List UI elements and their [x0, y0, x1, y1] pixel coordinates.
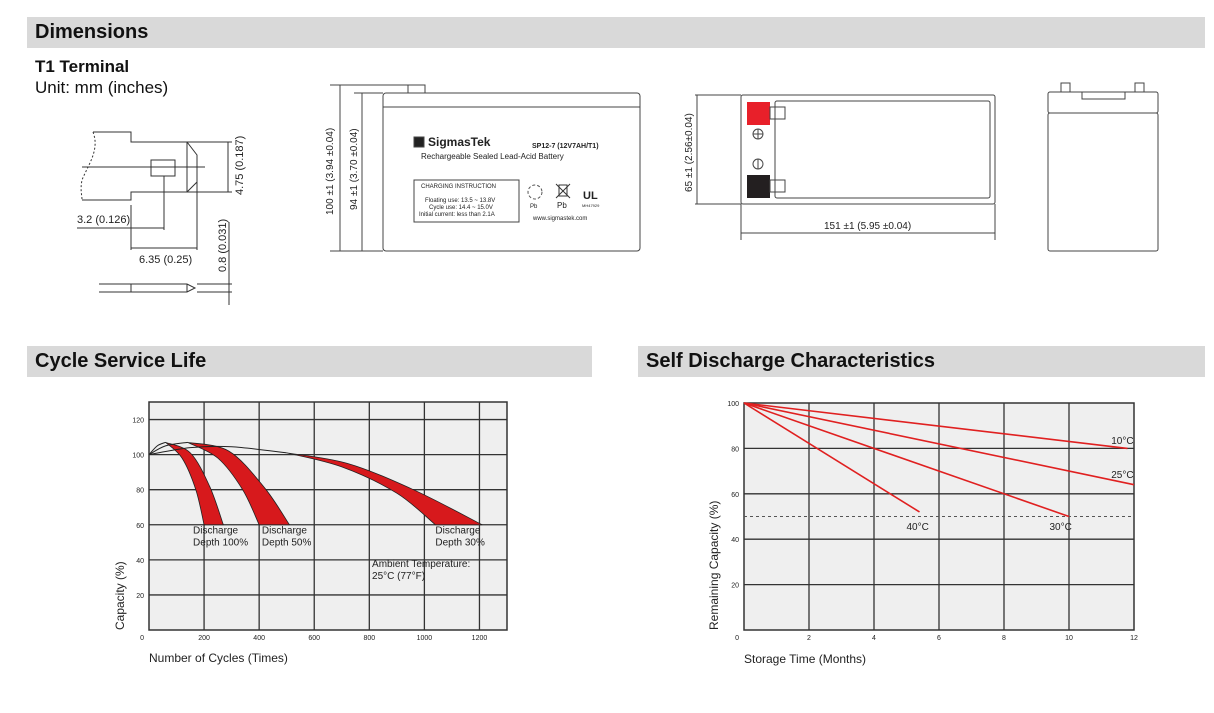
x-tick-label: 12: [1130, 635, 1138, 642]
ul-code: MH47929: [582, 203, 600, 208]
y-tick-label: 20: [136, 593, 144, 600]
x-tick-label: 600: [308, 635, 320, 642]
x-tick-label: 8: [1002, 635, 1006, 642]
x-tick-label: 200: [198, 635, 210, 642]
pb-label-1: Pb: [530, 204, 538, 210]
annotation: Discharge Depth 50%: [262, 526, 312, 549]
y-tick-label: 80: [731, 446, 739, 453]
dim-case-height: 94 ±1 (3.70 ±0.04): [349, 128, 360, 210]
positive-terminal: [747, 102, 770, 125]
discharge-band: [286, 452, 483, 526]
negative-terminal: [747, 175, 770, 198]
y-tick-label: 40: [136, 558, 144, 565]
series-label: 30°C: [1050, 522, 1072, 533]
annotation: Discharge Depth 100%: [193, 526, 248, 549]
x-tick-label: 2: [807, 635, 811, 642]
unit-label: Unit: mm (inches): [35, 78, 169, 97]
series-label: 10°C: [1111, 436, 1133, 447]
charging-line-2: Cycle use: 14.4 ~ 15.0V: [429, 205, 493, 211]
y-tick-label: 40: [731, 537, 739, 544]
crossed-bin-icon: [555, 183, 571, 199]
y-axis-label: Capacity (%): [113, 561, 127, 630]
annotation-line: 25°C (77°F): [372, 571, 425, 582]
capacity-curve: [148, 445, 287, 456]
section-header-dimensions: Dimensions: [27, 17, 1205, 48]
front-view-drawing: [330, 84, 641, 252]
dim-length: 151 ±1 (5.95 ±0.04): [824, 221, 911, 232]
annotation-line: Depth 100%: [193, 538, 248, 549]
charging-line-1: Floating use: 13.5 ~ 13.8V: [425, 198, 495, 204]
annotation: Ambient Temperature: 25°C (77°F): [372, 559, 470, 582]
x-tick-label: 800: [363, 635, 375, 642]
capacity-curve: [148, 441, 188, 456]
terminal-dim-hole: 3.2 (0.126): [77, 214, 130, 226]
discharge-band: [165, 441, 224, 526]
x-tick-label: 4: [872, 635, 876, 642]
model-number: SP12-7 (12V7AH/T1): [532, 143, 599, 150]
annotation: Discharge Depth 30%: [435, 526, 485, 549]
annotation-line: Discharge: [435, 526, 480, 537]
y-tick-label: 120: [132, 418, 144, 425]
self-discharge-chart: 2 4 6 8 10 12 0 20 40 60 80 100 Storage Time (Months…: [707, 401, 1138, 666]
dim-total-height: 100 ±1 (3.94 ±0.04): [325, 128, 336, 215]
terminal-dim-thickness: 0.8 (0.031): [217, 219, 229, 272]
series-line: [743, 402, 1128, 450]
website: www.sigmastek.com: [532, 216, 587, 222]
y-tick-label: 60: [731, 492, 739, 499]
annotation-line: Discharge: [193, 526, 238, 537]
terminal-dim-width: 6.35 (0.25): [139, 254, 192, 266]
y-tick-label: 80: [136, 488, 144, 495]
series-line: [743, 402, 920, 513]
pb-label-2: Pb: [557, 201, 567, 210]
battery-description: Rechargeable Sealed Lead-Acid Battery: [421, 152, 564, 161]
charging-title: CHARGING INSTRUCTION: [421, 184, 496, 190]
x-axis-label: Number of Cycles (Times): [149, 651, 288, 665]
y-tick-label: 20: [731, 583, 739, 590]
section-header-self-discharge: Self Discharge Characteristics: [638, 346, 1205, 377]
y-axis-label: Remaining Capacity (%): [707, 501, 721, 630]
y-tick-label: 100: [132, 453, 144, 460]
x-tick-label: 6: [937, 635, 941, 642]
brand-name: SigmasTek: [428, 135, 491, 149]
x-tick-label: 10: [1065, 635, 1073, 642]
y-tick-label: 0: [140, 635, 144, 642]
terminal-drawing: [77, 131, 232, 305]
annotation-line: Ambient Temperature:: [372, 559, 470, 570]
y-tick-label: 100: [727, 401, 739, 408]
x-tick-label: 1200: [472, 635, 488, 642]
series-label: 25°C: [1111, 470, 1133, 481]
recycle-icon: [527, 184, 543, 200]
top-view-drawing: [695, 94, 996, 240]
series-line: [743, 402, 1135, 486]
annotation-line: Discharge: [262, 526, 307, 537]
ul-mark-icon: UL: [583, 190, 598, 202]
series-line: [743, 402, 1070, 518]
y-tick-label: 60: [136, 523, 144, 530]
terminal-dim-height: 4.75 (0.187): [234, 136, 246, 195]
cycle-service-life-chart: 200 400 600 800 1000 1200 0 20 40 60 80 100 120 Numbe…: [113, 401, 508, 665]
x-axis-label: Storage Time (Months): [744, 652, 866, 666]
dim-top-width: 65 ±1 (2.56±0.04): [684, 113, 695, 192]
y-tick-label: 0: [735, 635, 739, 642]
charging-line-3: Initial current: less than 2.1A: [419, 212, 495, 218]
side-view-drawing: [1047, 82, 1159, 252]
discharge-band: [187, 441, 291, 526]
x-tick-label: 1000: [417, 635, 433, 642]
x-tick-label: 400: [253, 635, 265, 642]
section-header-cycle-service-life: Cycle Service Life: [27, 346, 592, 377]
series-label: 40°C: [907, 522, 929, 533]
annotation-line: Depth 50%: [262, 538, 312, 549]
capacity-curve: [148, 441, 166, 455]
annotation-line: Depth 30%: [435, 538, 485, 549]
terminal-title: T1 Terminal: [35, 57, 130, 76]
